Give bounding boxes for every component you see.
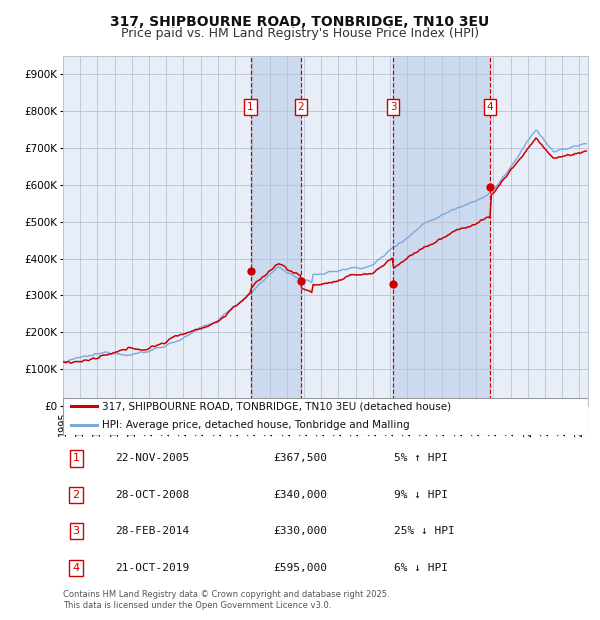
Text: 4: 4: [487, 102, 493, 112]
Text: 3: 3: [389, 102, 396, 112]
Text: 317, SHIPBOURNE ROAD, TONBRIDGE, TN10 3EU (detached house): 317, SHIPBOURNE ROAD, TONBRIDGE, TN10 3E…: [103, 401, 452, 411]
Text: 1: 1: [247, 102, 254, 112]
Bar: [251, 56, 301, 406]
Text: 2: 2: [73, 490, 80, 500]
Text: 2: 2: [298, 102, 304, 112]
Text: Price paid vs. HM Land Registry's House Price Index (HPI): Price paid vs. HM Land Registry's House …: [121, 27, 479, 40]
Bar: [393, 56, 490, 406]
Text: 5% ↑ HPI: 5% ↑ HPI: [394, 453, 448, 463]
FancyBboxPatch shape: [63, 398, 588, 435]
Text: 22-NOV-2005: 22-NOV-2005: [115, 453, 190, 463]
Text: £367,500: £367,500: [273, 453, 327, 463]
Text: 4: 4: [73, 563, 80, 573]
Text: HPI: Average price, detached house, Tonbridge and Malling: HPI: Average price, detached house, Tonb…: [103, 420, 410, 430]
Text: 25% ↓ HPI: 25% ↓ HPI: [394, 526, 455, 536]
Text: 9% ↓ HPI: 9% ↓ HPI: [394, 490, 448, 500]
Text: 3: 3: [73, 526, 80, 536]
Text: 317, SHIPBOURNE ROAD, TONBRIDGE, TN10 3EU: 317, SHIPBOURNE ROAD, TONBRIDGE, TN10 3E…: [110, 16, 490, 30]
Text: 6% ↓ HPI: 6% ↓ HPI: [394, 563, 448, 573]
Text: 28-OCT-2008: 28-OCT-2008: [115, 490, 190, 500]
Text: £330,000: £330,000: [273, 526, 327, 536]
Text: £595,000: £595,000: [273, 563, 327, 573]
Text: 28-FEB-2014: 28-FEB-2014: [115, 526, 190, 536]
Text: £340,000: £340,000: [273, 490, 327, 500]
Text: Contains HM Land Registry data © Crown copyright and database right 2025.
This d: Contains HM Land Registry data © Crown c…: [63, 590, 389, 609]
Text: 21-OCT-2019: 21-OCT-2019: [115, 563, 190, 573]
Text: 1: 1: [73, 453, 80, 463]
